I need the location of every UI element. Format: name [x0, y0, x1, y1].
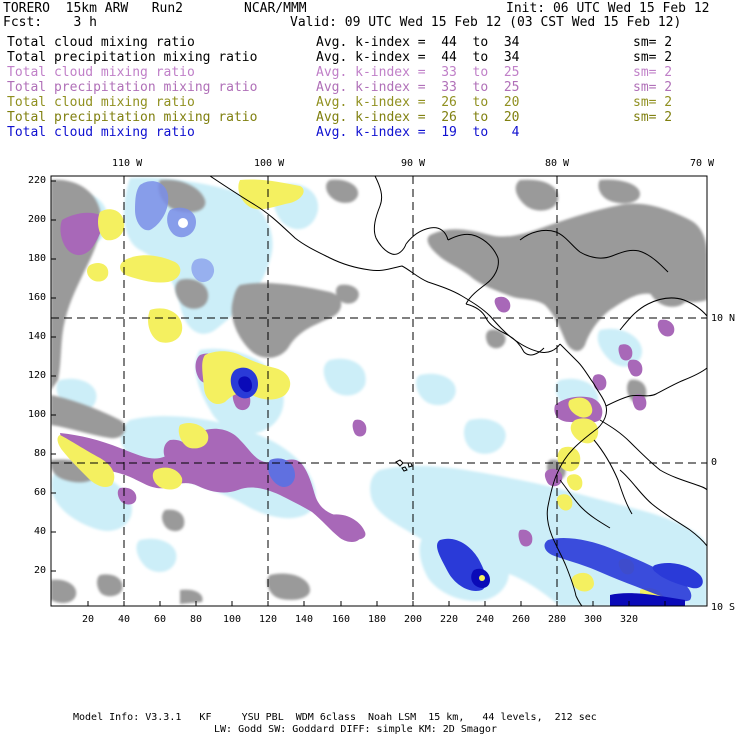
ytick-220: 220 — [28, 175, 47, 186]
xtick-120: 120 — [259, 614, 278, 625]
bottom-ticks — [87, 601, 666, 606]
legend-field-2: Total cloud mixing ratio — [7, 65, 195, 80]
plot-frame — [50, 175, 708, 607]
xtick-20: 20 — [82, 614, 95, 625]
legend-field-1: Total precipitation mixing ratio — [7, 50, 258, 65]
legend-field-0: Total cloud mixing ratio — [7, 35, 195, 50]
ytick-20: 20 — [34, 565, 47, 576]
legend-kindex-1: Avg. k-index = 44 to 34 — [316, 50, 520, 65]
xtick-300: 300 — [584, 614, 603, 625]
legend-kindex-4: Avg. k-index = 26 to 20 — [316, 95, 520, 110]
lon-label-100w: 100 W — [254, 158, 285, 169]
legend-sm-1: sm= 2 — [633, 50, 673, 65]
legend-sm-0: sm= 2 — [633, 35, 673, 50]
xtick-320: 320 — [620, 614, 639, 625]
left-ticks — [51, 180, 56, 572]
legend-field-6: Total cloud mixing ratio — [7, 125, 195, 140]
grid-lines — [51, 176, 707, 606]
xtick-140: 140 — [295, 614, 314, 625]
blue-cells — [135, 181, 703, 606]
xtick-180: 180 — [368, 614, 387, 625]
ytick-160: 160 — [28, 292, 47, 303]
xtick-40: 40 — [118, 614, 131, 625]
legend-sm-2: sm= 2 — [633, 65, 673, 80]
fcst-label: Fcst: 3 h — [3, 15, 97, 30]
lat-label-10n: 10 N — [711, 313, 736, 324]
model-title: TORERO 15km ARW Run2 — [3, 1, 184, 16]
xtick-280: 280 — [548, 614, 567, 625]
ytick-200: 200 — [28, 214, 47, 225]
lon-label-90w: 90 W — [401, 158, 426, 169]
model-info-line1: Model Info: V3.3.1 KF YSU PBL WDM 6class… — [73, 712, 597, 723]
legend-sm-5: sm= 2 — [633, 110, 673, 125]
legend-kindex-6: Avg. k-index = 19 to 4 — [316, 125, 520, 140]
legend-sm-3: sm= 2 — [633, 80, 673, 95]
ytick-60: 60 — [34, 487, 47, 498]
legend-field-4: Total cloud mixing ratio — [7, 95, 195, 110]
lon-label-80w: 80 W — [545, 158, 570, 169]
legend-kindex-0: Avg. k-index = 44 to 34 — [316, 35, 520, 50]
org-label: NCAR/MMM — [244, 1, 307, 16]
legend-kindex-3: Avg. k-index = 33 to 25 — [316, 80, 520, 95]
purple-areas — [60, 212, 675, 547]
legend-kindex-2: Avg. k-index = 33 to 25 — [316, 65, 520, 80]
legend-kindex-5: Avg. k-index = 26 to 20 — [316, 110, 520, 125]
valid-label: Valid: 09 UTC Wed 15 Feb 12 (03 CST Wed … — [290, 15, 682, 30]
legend-field-5: Total precipitation mixing ratio — [7, 110, 258, 125]
ytick-80: 80 — [34, 448, 47, 459]
model-info-line2: LW: Godd SW: Goddard DIFF: simple KM: 2D… — [214, 724, 497, 735]
xtick-160: 160 — [332, 614, 351, 625]
xtick-240: 240 — [476, 614, 495, 625]
lon-label-110w: 110 W — [112, 158, 143, 169]
lat-label-0: 0 — [711, 457, 718, 468]
xtick-220: 220 — [440, 614, 459, 625]
ytick-100: 100 — [28, 409, 47, 420]
field-layer — [51, 177, 707, 606]
xtick-80: 80 — [190, 614, 203, 625]
ytick-40: 40 — [34, 526, 47, 537]
legend-sm-4: sm= 2 — [633, 95, 673, 110]
lon-label-70w: 70 W — [690, 158, 715, 169]
xtick-60: 60 — [154, 614, 167, 625]
xtick-200: 200 — [404, 614, 423, 625]
lat-label-10s: 10 S — [711, 602, 736, 613]
coastlines — [209, 176, 707, 606]
ytick-180: 180 — [28, 253, 47, 264]
init-label: Init: 06 UTC Wed 15 Feb 12 — [506, 1, 710, 16]
ytick-120: 120 — [28, 370, 47, 381]
ytick-140: 140 — [28, 331, 47, 342]
xtick-100: 100 — [223, 614, 242, 625]
legend-field-3: Total precipitation mixing ratio — [7, 80, 258, 95]
xtick-260: 260 — [512, 614, 531, 625]
